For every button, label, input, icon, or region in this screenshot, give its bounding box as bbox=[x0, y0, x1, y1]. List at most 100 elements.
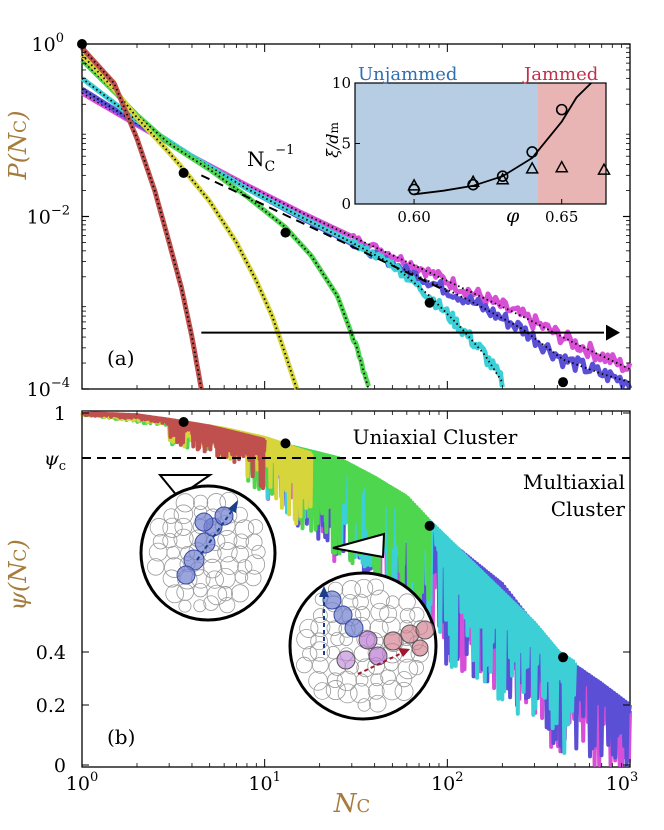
panel-b-series bbox=[80, 411, 632, 767]
grain bbox=[367, 578, 385, 596]
grain bbox=[313, 682, 332, 700]
grain bbox=[217, 542, 238, 563]
grain bbox=[350, 682, 371, 704]
grain bbox=[175, 493, 195, 513]
grain bbox=[163, 508, 179, 524]
panel-a-y-tick-label: 10−2 bbox=[27, 204, 70, 229]
grain bbox=[336, 670, 357, 692]
grain bbox=[310, 617, 331, 638]
x-axis-label: NC bbox=[333, 789, 371, 819]
grain bbox=[147, 558, 165, 576]
inset-circle-markers bbox=[408, 103, 568, 196]
grain bbox=[398, 593, 416, 611]
grain bbox=[312, 608, 328, 624]
panel-b-y-tick-label: 0.2 bbox=[36, 695, 66, 717]
trend-arrowhead bbox=[606, 324, 620, 341]
panel-a-cutoff-marker bbox=[558, 377, 569, 388]
inset-y-tick-label: 10 bbox=[332, 74, 351, 92]
grain bbox=[330, 631, 345, 647]
panel-b: Uniaxial Cluster Multiaxial Cluster (b) … bbox=[4, 44, 638, 819]
grain bbox=[206, 584, 228, 606]
force-chain-grain bbox=[214, 506, 234, 526]
grain bbox=[312, 656, 329, 674]
panel-b-x-tick-label: 102 bbox=[431, 770, 463, 795]
grain bbox=[354, 578, 374, 598]
grain bbox=[149, 518, 169, 537]
panel-b-cutoff-marker bbox=[280, 438, 291, 449]
panel-b-x-tick-label: 100 bbox=[66, 770, 98, 795]
inset-triangle-marker bbox=[407, 178, 421, 191]
panel-a-cutoff-marker bbox=[424, 297, 435, 308]
grain bbox=[352, 593, 369, 611]
uniaxial-label: Uniaxial Cluster bbox=[353, 425, 518, 449]
grain bbox=[219, 597, 236, 614]
inset-x-tick-label: 0.60 bbox=[397, 208, 430, 226]
panel-b-series-line bbox=[80, 411, 267, 491]
inset-triangle-marker bbox=[597, 162, 611, 175]
panel-a-fit-line bbox=[81, 47, 203, 390]
grain bbox=[408, 660, 424, 676]
grain bbox=[205, 570, 224, 589]
grain bbox=[245, 533, 263, 551]
grain bbox=[356, 658, 376, 678]
grain bbox=[368, 694, 387, 713]
inset-x-label: φ bbox=[506, 205, 520, 227]
grain bbox=[302, 646, 318, 662]
panel-b-x-tick-label: 101 bbox=[248, 770, 280, 795]
panel-a-y-tick-label: 10−4 bbox=[27, 376, 70, 401]
grain bbox=[166, 545, 180, 560]
grain bbox=[217, 530, 238, 551]
inset-y-tick-label: 5 bbox=[341, 135, 351, 153]
grain bbox=[174, 517, 193, 536]
panel-b-cutoff-marker bbox=[178, 417, 189, 427]
panel-a-cutoff-marker bbox=[280, 227, 291, 238]
grain bbox=[397, 658, 419, 680]
inset-circle-marker bbox=[526, 146, 538, 158]
grain bbox=[202, 558, 223, 579]
panel-b-cutoff-marker bbox=[424, 520, 435, 531]
grain bbox=[369, 618, 389, 639]
grain bbox=[354, 606, 371, 622]
panel-b-y-tick-label: 0 bbox=[54, 755, 66, 777]
grain bbox=[341, 580, 361, 600]
inset-fit-curve bbox=[413, 82, 592, 196]
grain bbox=[355, 673, 369, 687]
inset-jammed-region bbox=[538, 83, 606, 204]
grain bbox=[193, 599, 207, 613]
grain bbox=[178, 599, 192, 613]
grain bbox=[233, 533, 250, 549]
panel-b-cutoff-marker bbox=[558, 652, 569, 663]
inset-triangle-marker bbox=[554, 160, 569, 173]
grain bbox=[152, 533, 169, 550]
grain bbox=[173, 504, 194, 525]
uniaxial-cluster-zoom bbox=[139, 474, 277, 622]
grain bbox=[231, 545, 249, 564]
force-chain-grain bbox=[415, 620, 435, 640]
force-chain-grain bbox=[358, 630, 378, 650]
multiaxial-cluster-zoom bbox=[288, 532, 438, 721]
grain bbox=[357, 698, 371, 712]
inset-plot: Unjammed Jammed 0.60 0.65 0 5 10 φ ξ/dm bbox=[323, 64, 611, 227]
grain bbox=[251, 544, 266, 560]
force-chain-grain bbox=[194, 532, 216, 554]
grain bbox=[173, 528, 194, 549]
grain bbox=[399, 607, 416, 624]
grain bbox=[379, 604, 398, 623]
grain bbox=[230, 584, 250, 603]
force-chain-grain bbox=[333, 605, 353, 625]
panel-b-y-tick-label: 1 bbox=[54, 403, 66, 425]
force-chain-grain bbox=[411, 639, 429, 657]
grain bbox=[381, 679, 403, 701]
panel-b-label: (b) bbox=[107, 725, 135, 749]
inset-circle-marker bbox=[496, 170, 509, 182]
grain bbox=[310, 632, 328, 651]
grain bbox=[370, 673, 384, 687]
grain bbox=[327, 672, 343, 688]
inset-x-tick-label: 0.65 bbox=[545, 208, 578, 226]
inset-y-tick-label: 0 bbox=[341, 195, 351, 213]
multiaxial-label-line2: Cluster bbox=[551, 497, 626, 521]
grain bbox=[234, 570, 249, 584]
grain bbox=[220, 556, 239, 575]
grain bbox=[245, 569, 262, 587]
